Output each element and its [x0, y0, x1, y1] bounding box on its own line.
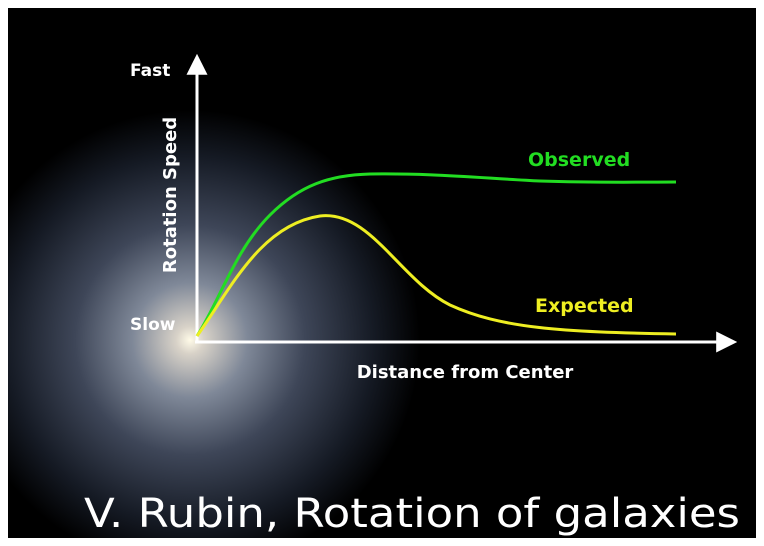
observed-curve [195, 172, 677, 337]
galaxy-image [8, 80, 488, 538]
slide-title: V. Rubin, Rotation of galaxies [84, 491, 740, 537]
expected-label: Expected [535, 295, 634, 317]
expected-curve [195, 214, 677, 337]
slow-label: Slow [130, 315, 176, 335]
observed-label: Observed [528, 149, 630, 171]
fast-label: Fast [130, 61, 170, 81]
y-axis-label: Rotation Speed [160, 117, 181, 273]
x-axis-label: Distance from Center [357, 362, 574, 383]
